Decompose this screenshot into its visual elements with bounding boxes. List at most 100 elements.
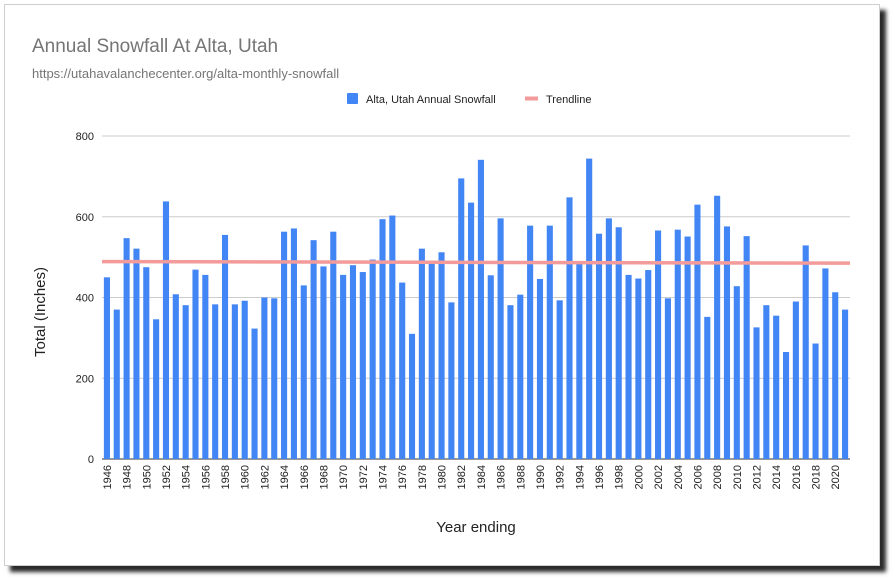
x-tick-label: 1954 [181,465,193,489]
x-tick-label: 1962 [259,465,271,489]
x-tick-label: 1966 [299,465,311,489]
x-tick-label: 1976 [397,465,409,489]
x-tick-label: 1972 [358,465,370,489]
bar [261,297,268,459]
y-tick-label: 200 [76,373,94,385]
bar [300,285,307,459]
x-tick-label: 1974 [378,465,390,489]
x-tick-label: 1952 [161,465,173,489]
bar [133,248,140,459]
bar [172,294,179,459]
bar [340,274,347,459]
bar [162,201,170,459]
bar [714,195,721,459]
bar [694,204,701,459]
legend-swatch-snowfall [347,93,358,104]
x-tick-label: 1984 [476,465,488,489]
bar [468,202,475,459]
bar [527,225,534,459]
bar [271,298,278,459]
bar [576,261,583,459]
bar [595,233,603,459]
bar [625,274,632,459]
x-tick-label: 1986 [496,465,508,489]
bar [733,286,740,459]
x-axis-title: Year ending [436,519,516,536]
bar [182,305,189,459]
bar [586,158,593,460]
x-tick-label: 1998 [614,465,626,489]
bar [546,225,553,459]
x-tick-label: 2014 [771,465,783,489]
x-tick-label: 1982 [456,465,468,489]
bar [212,304,219,459]
bar [684,236,691,459]
y-tick-label: 800 [76,131,94,143]
bar [143,267,150,459]
bar [320,266,327,459]
x-tick-label: 1994 [574,465,586,489]
bar [369,259,376,459]
bar [517,294,524,459]
bar [497,218,504,459]
x-tick-label: 2016 [791,465,803,489]
x-tick-label: 2010 [732,465,744,489]
bar [822,268,829,459]
x-tick-label: 1946 [102,465,114,489]
bar [290,228,297,459]
bar [428,261,435,459]
x-axis-ticks: 1946 1948 1950 1952 1954 1956 1958 1960 1962 1964… [102,465,842,489]
x-tick-label: 1968 [318,465,330,489]
bar [330,231,337,459]
y-axis-title: Total (Inches) [32,267,49,357]
bar [773,315,780,459]
y-tick-label: 400 [76,293,94,305]
x-tick-label: 1992 [555,465,567,489]
bar [389,215,396,459]
x-tick-label: 2006 [692,465,704,489]
bar [507,305,514,459]
bar [221,234,229,459]
x-tick-label: 1948 [122,465,134,489]
bar [792,301,799,459]
bar [418,248,425,459]
bar [448,302,455,459]
bar [635,278,642,459]
trendline [101,259,851,265]
x-tick-label: 2012 [752,465,764,489]
y-axis-ticks: 0 200 400 600 800 [76,131,94,466]
x-tick-label: 1980 [437,465,449,489]
bar [310,240,317,459]
bar [664,298,671,459]
y-tick-label: 600 [76,212,94,224]
bar [202,274,209,459]
bar [359,272,366,459]
bar [674,229,681,459]
x-tick-label: 1990 [535,465,547,489]
x-tick-label: 1970 [338,465,350,489]
bar [723,226,731,459]
x-tick-label: 1950 [141,465,153,489]
x-tick-label: 1964 [279,465,291,489]
y-tick-label: 0 [88,454,94,466]
bar [802,245,809,459]
x-tick-label: 2018 [811,465,823,489]
bar [192,269,199,459]
bar [704,316,711,459]
x-tick-label: 1960 [240,465,252,489]
bar [536,278,544,459]
x-tick-label: 2004 [673,465,685,489]
bar [832,292,839,459]
bar [615,227,622,459]
bar [645,270,652,459]
legend-label-snowfall: Alta, Utah Annual Snowfall [366,94,496,106]
bar [477,159,484,459]
bar [399,282,406,459]
bar [753,327,760,459]
bar [103,277,110,459]
bar [556,300,563,459]
bar [123,238,130,459]
x-tick-label: 1958 [220,465,232,489]
bar [487,275,494,459]
bar [408,333,416,459]
